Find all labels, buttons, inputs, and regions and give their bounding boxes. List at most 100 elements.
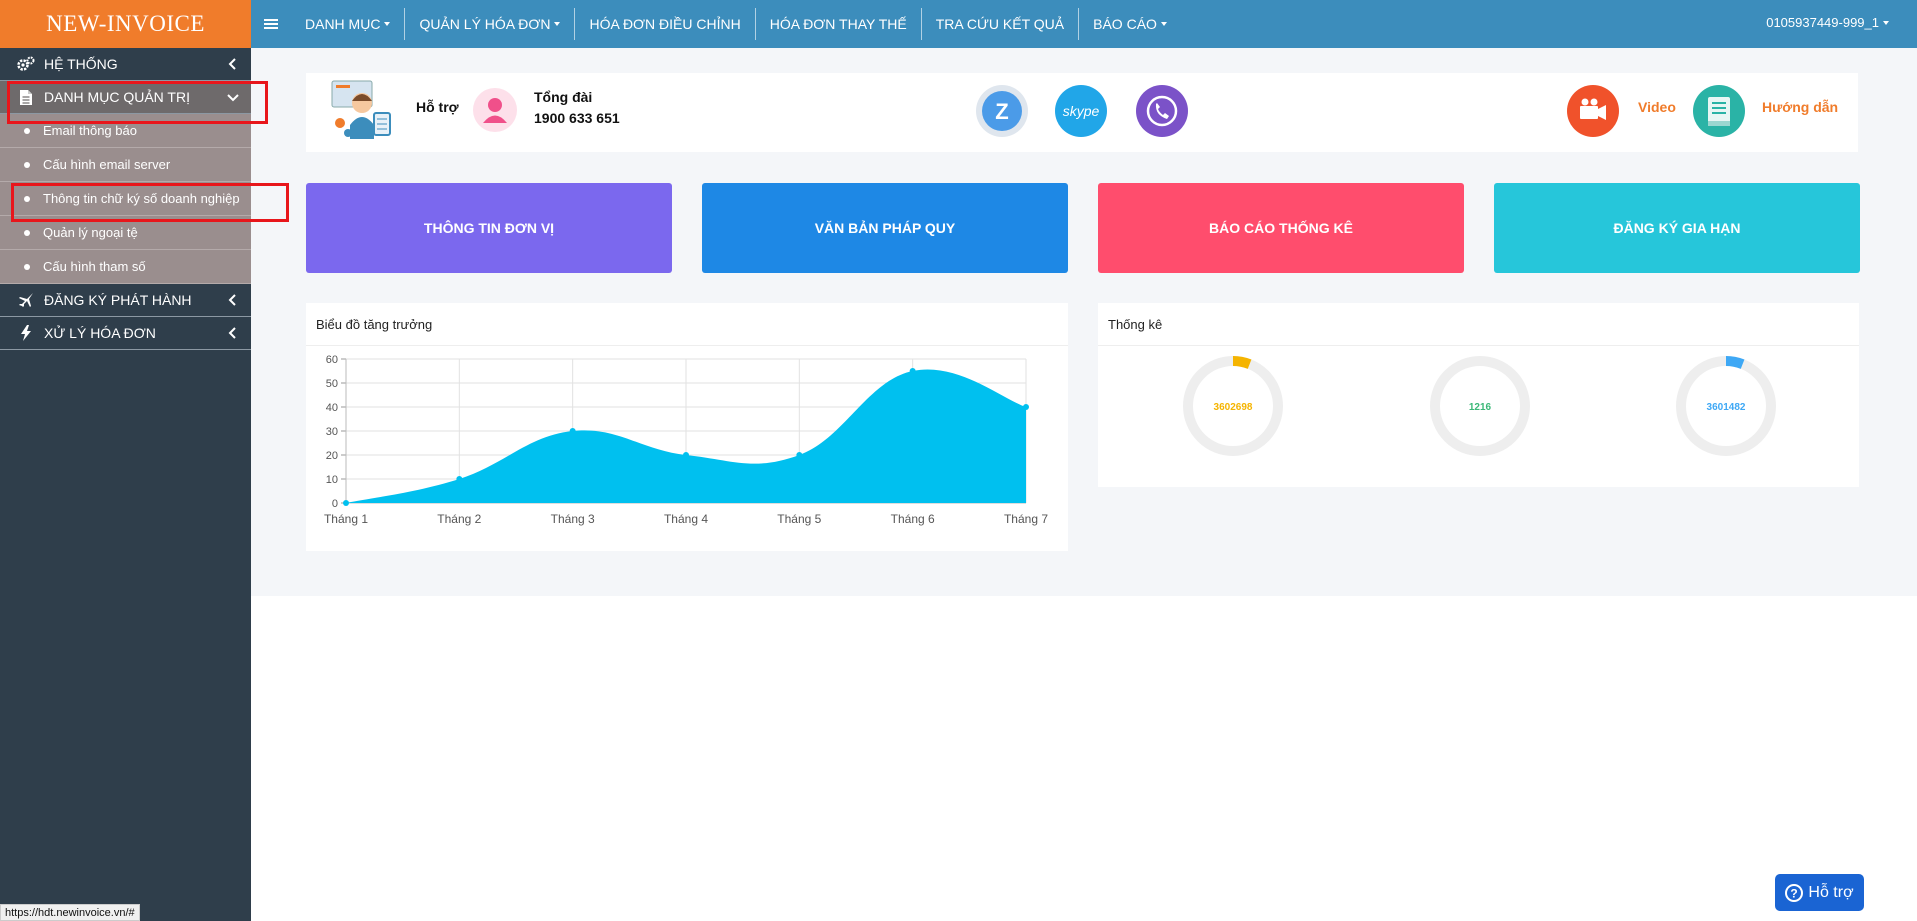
nav-label: BÁO CÁO	[1093, 16, 1157, 32]
data-point[interactable]	[796, 452, 803, 458]
help-button[interactable]: ? Hỗ trợ	[1775, 874, 1864, 911]
y-tick-label: 0	[332, 498, 338, 510]
area-series	[346, 369, 1026, 503]
y-tick-label: 10	[326, 474, 338, 486]
y-tick-label: 30	[326, 426, 338, 438]
data-point[interactable]	[456, 476, 463, 482]
skype-icon[interactable]: skype	[1055, 85, 1107, 137]
submenu-item-label: Cấu hình tham số	[43, 259, 146, 274]
hotline-number[interactable]: 1900 633 651	[534, 110, 620, 126]
help-button-label: Hỗ trợ	[1808, 883, 1854, 901]
sidebar-item-label: DANH MỤC QUẢN TRỊ	[44, 89, 190, 105]
sidebar-item-he-thong[interactable]: HỆ THỐNG	[0, 48, 251, 81]
y-tick-label: 40	[326, 402, 338, 414]
bullet-icon	[24, 195, 30, 202]
data-point[interactable]	[569, 428, 576, 434]
nav-label: TRA CỨU KẾT QUẢ	[935, 16, 1065, 32]
donut-arc	[1183, 356, 1283, 456]
submenu-item-quan-ly-ngoai-te[interactable]: Quản lý ngoại tệ	[0, 216, 251, 250]
hamburger-menu-icon[interactable]	[251, 0, 291, 48]
sidebar-item-label: XỬ LÝ HÓA ĐƠN	[44, 325, 156, 341]
sidebar-item-dang-ky-phat-hanh[interactable]: ĐĂNG KÝ PHÁT HÀNH	[0, 284, 251, 317]
growth-area-chart: 0 10 20 30 40 50 60 Tháng 1 Tháng 2 Tháng 3 Tháng …	[324, 354, 1048, 526]
svg-text:Z: Z	[995, 99, 1008, 124]
viber-icon[interactable]	[1136, 85, 1188, 137]
bullet-icon	[24, 229, 30, 236]
user-account-menu[interactable]: 0105937449-999_1	[1766, 15, 1889, 30]
video-link[interactable]: Video	[1638, 99, 1676, 115]
svg-text:skype: skype	[1063, 103, 1100, 119]
panel-title: Thống kê	[1098, 303, 1859, 346]
nav-hoa-don-dieu-chinh[interactable]: HÓA ĐƠN ĐIỀU CHỈNH	[575, 8, 756, 40]
video-camera-icon[interactable]	[1567, 85, 1619, 137]
data-point[interactable]	[683, 452, 689, 458]
user-avatar-icon	[473, 88, 517, 132]
tile-van-ban-phap-quy[interactable]: VĂN BẢN PHÁP QUY	[702, 183, 1068, 273]
guide-link[interactable]: Hướng dẫn	[1762, 99, 1839, 115]
tile-thong-tin-don-vi[interactable]: THÔNG TIN ĐƠN VỊ	[306, 183, 672, 273]
bullet-icon	[24, 263, 30, 270]
chevron-left-icon	[225, 325, 241, 341]
svg-text:?: ?	[1791, 886, 1798, 900]
chevron-left-icon	[225, 56, 241, 72]
document-icon	[16, 87, 36, 107]
submenu-item-cau-hinh-email-server[interactable]: Cấu hình email server	[0, 148, 251, 182]
caret-down-icon	[384, 22, 391, 26]
submenu-danh-muc-quan-tri: Email thông báo Cấu hình email server Th…	[0, 114, 251, 284]
nav-label: HÓA ĐƠN ĐIỀU CHỈNH	[589, 16, 741, 32]
data-point[interactable]	[909, 368, 916, 374]
x-tick-label: Tháng 4	[664, 512, 708, 526]
caret-down-icon	[1883, 20, 1889, 25]
highlight-box	[11, 183, 289, 222]
nav-quan-ly-hoa-don[interactable]: QUẢN LÝ HÓA ĐƠN	[405, 8, 576, 40]
x-tick-label: Tháng 6	[891, 512, 935, 526]
sidebar-item-danh-muc-quan-tri[interactable]: DANH MỤC QUẢN TRỊ	[0, 81, 251, 114]
nav-danh-muc[interactable]: DANH MỤC	[291, 8, 406, 40]
donut-value: 3602698	[1214, 402, 1253, 413]
tile-bao-cao-thong-ke[interactable]: BÁO CÁO THỐNG KÊ	[1098, 183, 1464, 273]
data-point[interactable]	[343, 500, 349, 506]
y-tick-label: 20	[326, 450, 338, 462]
nav-label: QUẢN LÝ HÓA ĐƠN	[419, 16, 551, 32]
plane-icon	[16, 290, 36, 310]
stats-donuts: 3602698 1216 3601482	[1183, 356, 1776, 456]
highlight-box	[7, 81, 268, 124]
sidebar-item-label: ĐĂNG KÝ PHÁT HÀNH	[44, 292, 192, 308]
main-content: Hỗ trợ Tổng đài 1900 633 651 Z skype Vid…	[251, 48, 1917, 596]
chevron-left-icon	[225, 292, 241, 308]
sidebar-item-xu-ly-hoa-don[interactable]: XỬ LÝ HÓA ĐƠN	[0, 317, 251, 350]
submenu-item-thong-tin-chu-ky-so[interactable]: Thông tin chữ ký số doanh nghiệp	[0, 182, 251, 216]
nav-tra-cuu-ket-qua[interactable]: TRA CỨU KẾT QUẢ	[922, 8, 1080, 40]
gears-icon	[16, 54, 36, 74]
y-tick-label: 50	[326, 378, 338, 390]
submenu-item-cau-hinh-tham-so[interactable]: Cấu hình tham số	[0, 250, 251, 284]
tile-dang-ky-gia-han[interactable]: ĐĂNG KÝ GIA HẠN	[1494, 183, 1860, 273]
donut-track	[1430, 356, 1530, 456]
data-point[interactable]	[1023, 404, 1029, 410]
zalo-icon[interactable]: Z	[976, 85, 1028, 137]
sidebar: NEW-INVOICE HỆ THỐNG DANH MỤC QUẢN TRỊ E…	[0, 0, 251, 921]
bullet-icon	[24, 127, 30, 134]
donut-arc	[1676, 356, 1776, 456]
app-logo[interactable]: NEW-INVOICE	[0, 0, 251, 48]
donut-value: 1216	[1469, 402, 1492, 413]
guide-book-icon[interactable]	[1693, 85, 1745, 137]
nav-hoa-don-thay-the[interactable]: HÓA ĐƠN THAY THẾ	[756, 8, 922, 40]
hotline-label: Tổng đài	[534, 89, 593, 105]
status-bar-url: https://hdt.newinvoice.vn/#	[0, 904, 140, 921]
x-tick-label: Tháng 3	[551, 512, 595, 526]
chevron-down-icon	[225, 89, 241, 105]
caret-down-icon	[1160, 22, 1167, 26]
support-agent-icon	[330, 79, 394, 143]
submenu-item-email-thong-bao[interactable]: Email thông báo	[0, 114, 251, 148]
bullet-icon	[24, 161, 30, 168]
donut-value: 3601482	[1707, 402, 1746, 413]
growth-chart-panel: Biểu đồ tăng trưởng 0 10 20 30 40 50 60 Tháng 1…	[306, 303, 1068, 551]
nav-bao-cao[interactable]: BÁO CÁO	[1079, 8, 1181, 40]
panel-title: Biểu đồ tăng trưởng	[306, 303, 1068, 346]
nav-label: HÓA ĐƠN THAY THẾ	[769, 16, 907, 32]
top-navbar: DANH MỤC QUẢN LÝ HÓA ĐƠN HÓA ĐƠN ĐIỀU CH…	[251, 0, 1917, 48]
question-circle-icon: ?	[1785, 883, 1804, 902]
submenu-item-label: Thông tin chữ ký số doanh nghiệp	[43, 191, 240, 206]
x-tick-label: Tháng 5	[777, 512, 821, 526]
